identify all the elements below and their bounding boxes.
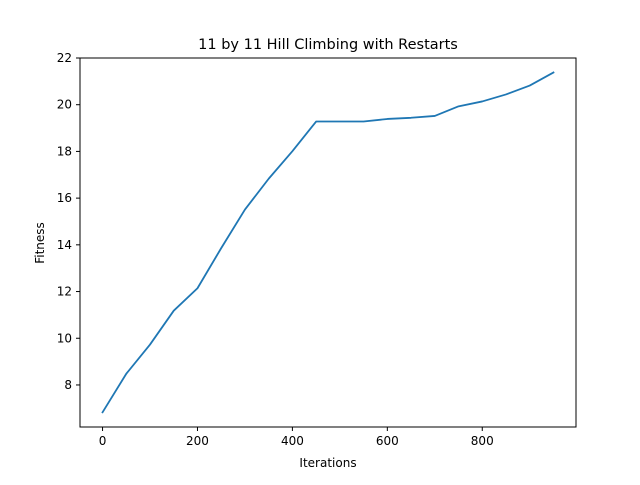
y-tick-label: 18 bbox=[57, 144, 72, 158]
x-tick-label: 0 bbox=[99, 434, 107, 448]
x-tick-label: 800 bbox=[471, 434, 494, 448]
y-axis-label: Fitness bbox=[33, 222, 47, 264]
x-axis-label: Iterations bbox=[299, 456, 356, 470]
y-tick-label: 16 bbox=[57, 191, 72, 205]
axes-frame bbox=[79, 57, 577, 428]
plot-area bbox=[101, 71, 555, 414]
chart-title: 11 by 11 Hill Climbing with Restarts bbox=[198, 37, 458, 53]
x-tick-label: 400 bbox=[281, 434, 304, 448]
y-axis-ticks: 8 10 12 14 16 18 20 22 bbox=[57, 51, 80, 392]
y-tick-label: 14 bbox=[57, 238, 72, 252]
x-axis-ticks: 0 200 400 600 800 bbox=[99, 427, 494, 448]
y-tick-label: 10 bbox=[57, 331, 72, 345]
y-tick-label: 8 bbox=[64, 378, 72, 392]
x-tick-label: 600 bbox=[376, 434, 399, 448]
series-line bbox=[101, 71, 555, 414]
y-tick-label: 20 bbox=[57, 98, 72, 112]
y-tick-label: 12 bbox=[57, 285, 72, 299]
x-tick-label: 200 bbox=[186, 434, 209, 448]
y-tick-label: 22 bbox=[57, 51, 72, 65]
